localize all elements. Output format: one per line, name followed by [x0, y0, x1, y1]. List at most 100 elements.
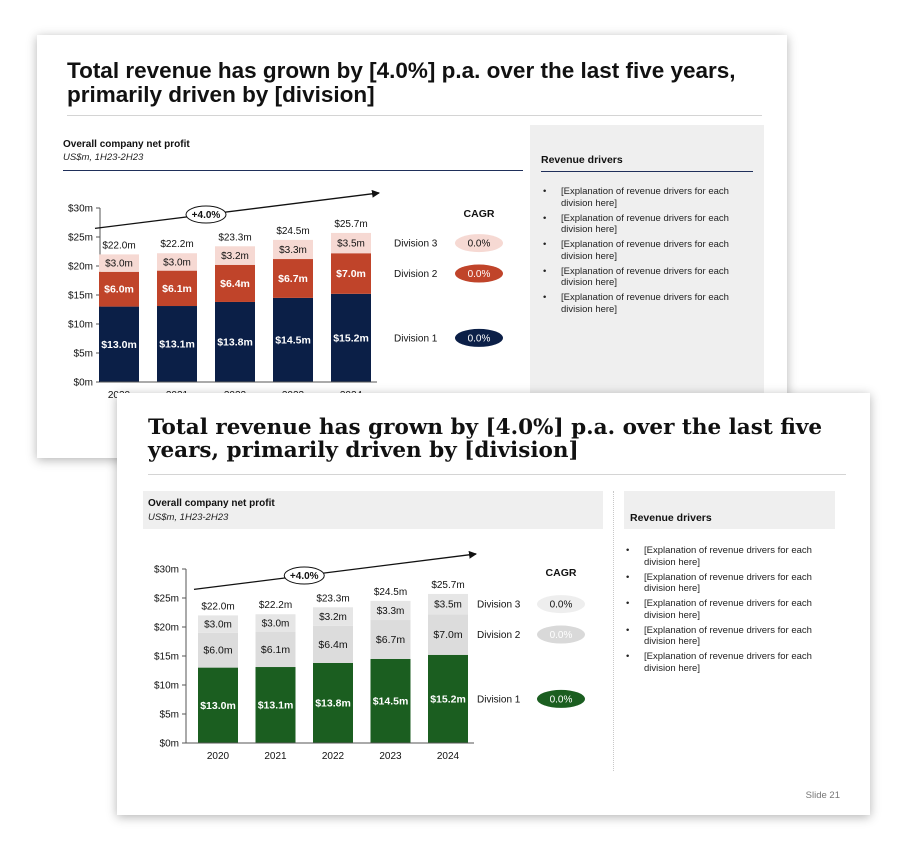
bar-segment-division-1 [198, 667, 238, 743]
bar-value-label: $3.2m [319, 612, 347, 623]
bar-segment-division-2 [198, 632, 238, 668]
growth-oval [185, 205, 227, 224]
list-item: [Explanation of revenue drivers for each… [541, 239, 741, 262]
y-tick-label: $10m [68, 320, 93, 331]
bar-total-label: $22.0m [102, 240, 135, 251]
bar-total-label: $25.7m [334, 219, 367, 230]
cagr-value: 0.0% [550, 694, 573, 705]
bar-segment-division-2 [313, 625, 353, 663]
y-tick-label: $0m [160, 739, 179, 750]
cagr-header: CAGR [464, 208, 495, 220]
bar-value-label: $6.1m [162, 283, 192, 295]
bar-value-label: $13.0m [101, 339, 137, 351]
cagr-value: 0.0% [468, 333, 491, 344]
cagr-value: 0.0% [550, 630, 573, 641]
revenue-drivers-list: [Explanation of revenue drivers for each… [541, 186, 741, 319]
growth-arrow [94, 189, 380, 230]
bar-total-label: $24.5m [374, 587, 407, 598]
bar-value-label: $3.3m [279, 245, 307, 256]
bar-segment-division-1 [215, 301, 255, 382]
revenue-chart: $0m $5m $10m $15m $20m $25m $30m $13.0m $6.0m $3.… [154, 550, 585, 762]
bar-segment-division-3 [198, 615, 238, 633]
bar-value-label: $13.8m [217, 336, 253, 348]
cagr-pill [455, 264, 503, 283]
bar-value-label: $14.5m [373, 695, 409, 707]
y-tick-label: $10m [154, 681, 179, 692]
growth-arrow [193, 550, 477, 591]
x-tick-label: 2022 [322, 751, 345, 762]
bar-segment-division-3 [428, 593, 468, 615]
bar-segment-division-1 [370, 658, 411, 743]
growth-oval [283, 566, 325, 585]
bar-segment-division-1 [331, 293, 371, 382]
list-item: [Explanation of revenue drivers for each… [624, 572, 824, 595]
bar-value-label: $15.2m [333, 332, 369, 344]
cagr-pill [537, 625, 585, 644]
slide-title: Total revenue has grown by [4.0%] p.a. o… [67, 58, 736, 107]
bar-segment-division-3 [273, 239, 313, 260]
bar-segment-division-3 [255, 614, 296, 632]
cagr-value: 0.0% [550, 600, 573, 611]
bar-total-label: $24.5m [276, 226, 309, 237]
bar-segment-division-2 [215, 264, 255, 302]
y-tick-label: $30m [68, 204, 93, 215]
bar-total-label: $22.0m [201, 601, 234, 612]
bar-value-label: $15.2m [430, 693, 466, 705]
bar-segment-division-3 [331, 232, 371, 254]
bar-segment-division-1 [428, 654, 468, 743]
bar-value-label: $6.0m [203, 645, 232, 657]
bar-value-label: $14.5m [275, 334, 311, 346]
cagr-pill [537, 689, 585, 708]
bar-value-label: $7.0m [433, 629, 462, 641]
bar-segment-division-2 [255, 631, 296, 668]
bar-value-label: $6.4m [220, 278, 250, 290]
bar-segment-division-2 [370, 620, 411, 659]
y-tick-label: $5m [160, 710, 179, 721]
bar-segment-division-2 [157, 270, 197, 307]
legend-label: Division 1 [394, 333, 438, 344]
x-tick-label: 2024 [437, 751, 460, 762]
y-tick-label: $5m [74, 349, 93, 360]
list-item: [Explanation of revenue drivers for each… [541, 266, 741, 289]
list-item: [Explanation of revenue drivers for each… [541, 292, 741, 315]
cagr-pill [537, 595, 585, 614]
title-divider [148, 474, 846, 475]
bar-value-label: $6.4m [318, 639, 347, 651]
bar-segment-division-1 [157, 306, 197, 382]
list-item: [Explanation of revenue drivers for each… [541, 186, 741, 209]
bar-value-label: $3.0m [262, 618, 290, 629]
bar-segment-division-2 [331, 253, 371, 294]
legend-label: Division 3 [394, 239, 438, 250]
title-divider [67, 115, 762, 116]
bar-segment-division-3 [313, 607, 353, 626]
revenue-drivers-list: [Explanation of revenue drivers for each… [624, 545, 824, 678]
y-tick-label: $20m [68, 262, 93, 273]
list-item: [Explanation of revenue drivers for each… [624, 651, 824, 674]
revenue-drivers-header: Revenue drivers [624, 491, 835, 529]
bar-value-label: $3.0m [105, 259, 133, 270]
legend-label: Division 1 [477, 694, 521, 705]
bar-value-label: $6.1m [261, 644, 290, 656]
revenue-drivers-title: Revenue drivers [630, 512, 712, 524]
growth-label: +4.0% [290, 571, 319, 582]
bar-value-label: $7.0m [336, 268, 366, 280]
chart-title: Overall company net profit [63, 139, 190, 150]
y-tick-label: $25m [68, 233, 93, 244]
bar-segment-division-2 [273, 259, 313, 298]
bar-total-label: $22.2m [160, 239, 193, 250]
revenue-chart: $0m $5m $10m $15m $20m $25m $30m $13.0m $6.0m $3.… [68, 189, 503, 401]
chart-header-box [143, 491, 603, 529]
chart-subtitle: US$m, 1H23-2H23 [148, 512, 229, 523]
chart-title: Overall company net profit [148, 498, 275, 509]
bar-segment-division-1 [273, 297, 313, 382]
bar-value-label: $3.5m [434, 600, 462, 611]
bar-segment-division-2 [99, 271, 139, 307]
chart-subtitle: US$m, 1H23-2H23 [63, 152, 144, 163]
bar-segment-division-2 [428, 614, 468, 655]
cagr-value: 0.0% [468, 239, 491, 250]
cagr-header: CAGR [546, 567, 577, 579]
bar-total-label: $22.2m [259, 600, 292, 611]
y-tick-label: $30m [154, 565, 179, 576]
list-item: [Explanation of revenue drivers for each… [624, 625, 824, 648]
bar-value-label: $3.2m [221, 251, 249, 262]
